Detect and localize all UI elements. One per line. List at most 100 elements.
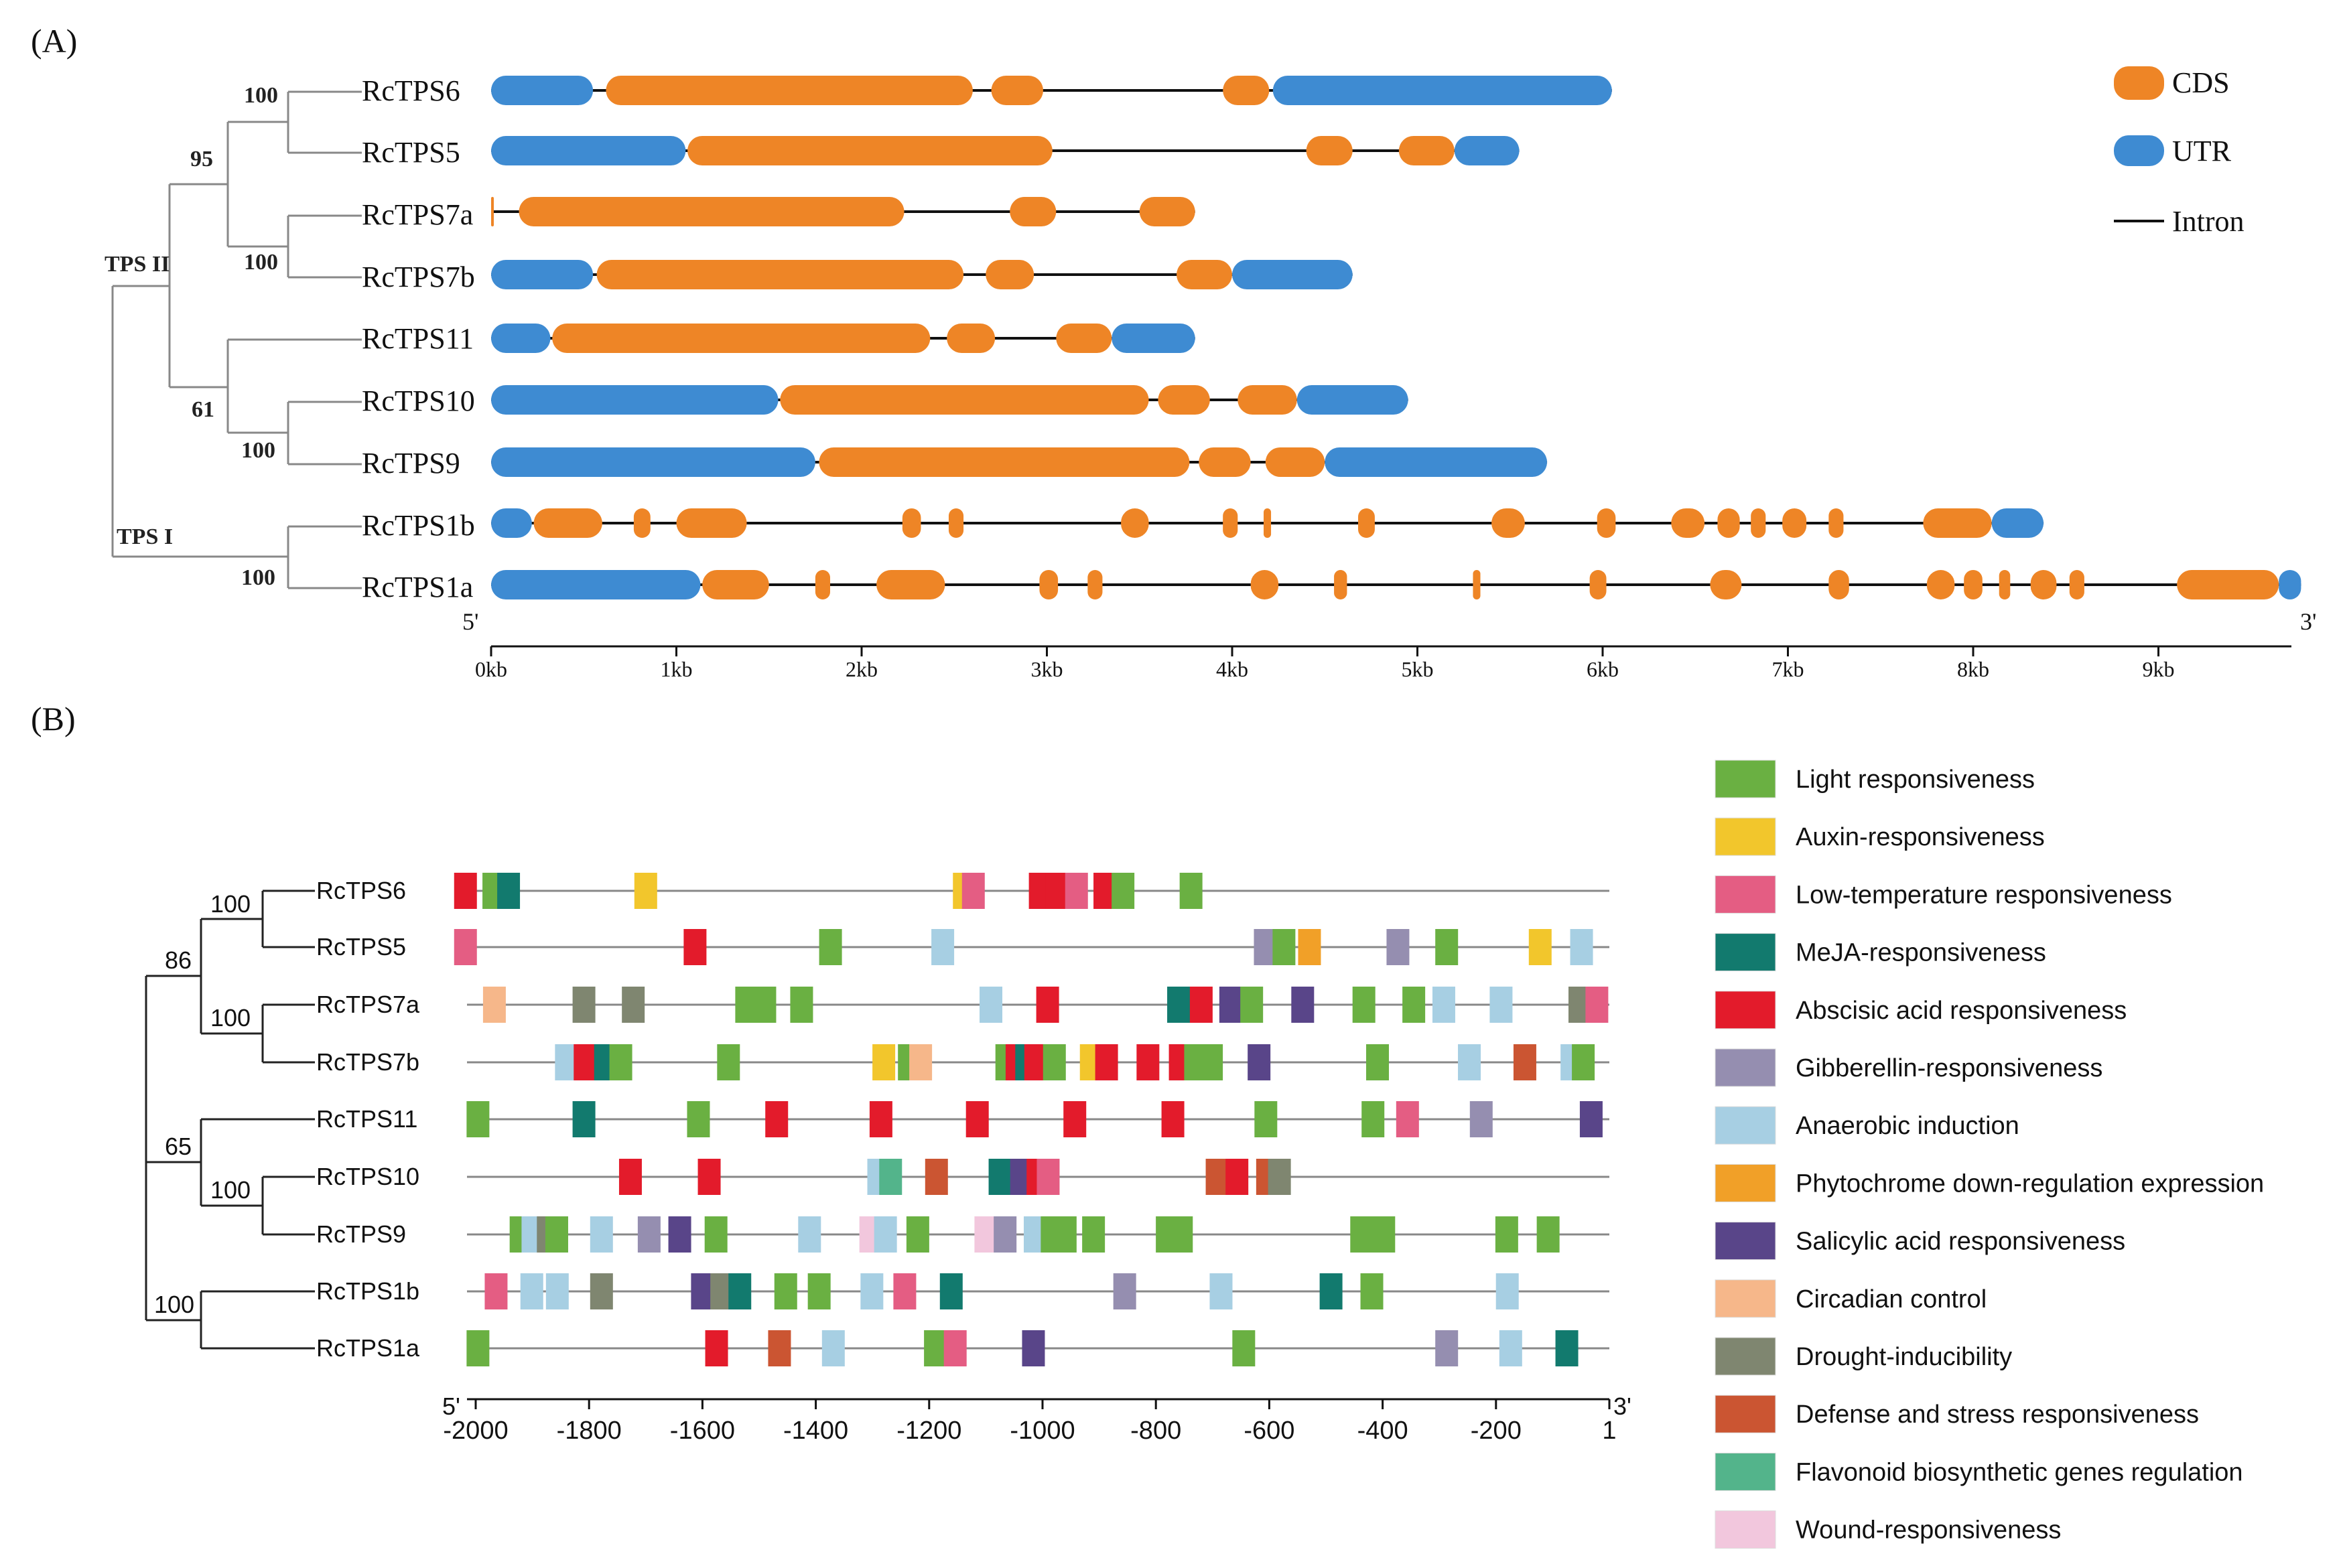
utr-segment (1991, 508, 2044, 538)
cis-element-light (687, 1101, 710, 1137)
utr-segment (491, 76, 594, 105)
gene-label: RcTPS1b (362, 509, 475, 542)
cis-element-light (545, 1216, 568, 1253)
gene-label: RcTPS7a (316, 991, 420, 1018)
cis-element-light (1254, 1101, 1278, 1137)
cds-segment (986, 260, 1034, 289)
cis-element-anaerobic (545, 1273, 569, 1309)
gene-structures (491, 76, 2301, 599)
bootstrap-label: 100 (210, 890, 251, 918)
panel-a-axis: 0kb 1kb 2kb 3kb 4kb 5kb 6kb 7kb 8kb 9kb 5' 3' (462, 608, 2317, 681)
axis-tick-label: -800 (1130, 1417, 1181, 1445)
cds-segment (1597, 508, 1616, 538)
cis-element-aba (454, 873, 477, 909)
axis-tick-label: 1 (1602, 1417, 1616, 1445)
cis-element-meja (1167, 987, 1191, 1023)
cis-element-lowtemp (893, 1273, 917, 1309)
gene-label: RcTPS6 (362, 74, 460, 107)
cds-segment (1039, 570, 1059, 599)
cis-element-lowtemp (943, 1330, 967, 1366)
cds-segment (876, 570, 945, 599)
cis-element-meja (728, 1273, 752, 1309)
cis-element-defense (1513, 1044, 1536, 1080)
axis-tick-label: -1600 (670, 1417, 735, 1445)
utr-segment (1112, 324, 1195, 353)
cis-element-aba (1095, 1044, 1118, 1080)
cds-segment (819, 447, 1190, 477)
cis-element-light (1043, 1044, 1066, 1080)
cis-element-circadian (909, 1044, 933, 1080)
legend-swatch-lowtemp (1715, 875, 1776, 914)
panel-b-label: (B) (31, 700, 76, 737)
legend-label: Intron (2172, 205, 2245, 238)
cds-segment (1199, 447, 1251, 477)
cis-element-ga (1386, 929, 1410, 965)
cds-segment (1056, 324, 1112, 353)
utr-segment (1454, 136, 1520, 165)
cis-element-aba (705, 1330, 728, 1366)
cis-element-lowtemp (484, 1273, 508, 1309)
cis-element-light (1272, 929, 1296, 965)
cds-segment (1250, 570, 1279, 599)
cis-element-light (1112, 873, 1135, 909)
cis-element-light (1170, 1216, 1193, 1253)
cis-element-meja (939, 1273, 963, 1309)
cis-element-anaerobic (1499, 1330, 1522, 1366)
cds-segment (815, 570, 830, 599)
cis-element-aba (1161, 1101, 1185, 1137)
cis-element-sa (1219, 987, 1242, 1023)
cis-element-auxin (634, 873, 657, 909)
cds-segment (1671, 508, 1705, 538)
cis-element-light (1361, 1101, 1385, 1137)
cds-segment (2177, 570, 2279, 599)
legend-label: Wound-responsiveness (1796, 1516, 2061, 1545)
gene-label: RcTPS10 (316, 1163, 419, 1190)
legend-label: Phytochrome down-regulation expression (1796, 1169, 2264, 1198)
cds-segment (596, 260, 964, 289)
cds-segment (552, 324, 931, 353)
cds-segment (2069, 570, 2084, 599)
cis-element-light (1232, 1330, 1256, 1366)
legend-label: CDS (2172, 66, 2230, 99)
axis-end-label: 3' (2300, 608, 2317, 635)
cis-element-phyto (1298, 929, 1321, 965)
cis-element-lowtemp (1585, 987, 1609, 1023)
legend-swatch-drought (1715, 1337, 1776, 1376)
legend-swatch-meja (1715, 933, 1776, 972)
cis-element-light (466, 1101, 490, 1137)
cis-element-anaerobic (821, 1330, 845, 1366)
bootstrap-label: 65 (165, 1133, 192, 1160)
bootstrap-label: 100 (154, 1291, 194, 1318)
cis-element-drought (1268, 1159, 1291, 1195)
cds-segment (1158, 385, 1210, 415)
cis-element-anaerobic (798, 1216, 821, 1253)
legend-label: MeJA-responsiveness (1796, 939, 2046, 967)
cis-element-light (1350, 1216, 1374, 1253)
cis-element-sa (1291, 987, 1315, 1023)
cis-element-anaerobic (520, 1273, 543, 1309)
axis-start-label: 5' (462, 608, 479, 635)
bootstrap-label: 100 (244, 83, 278, 108)
gene-label: RcTPS10 (362, 384, 475, 417)
cis-element-defense (768, 1330, 791, 1366)
gene-label: RcTPS6 (316, 877, 406, 904)
cis-element-aba (1036, 987, 1059, 1023)
gene-label: RcTPS7a (362, 198, 473, 231)
utr-segment (1232, 260, 1353, 289)
cis-element-defense (1205, 1159, 1229, 1195)
cis-element-light (1495, 1216, 1518, 1253)
gene-label: RcTPS11 (362, 322, 474, 355)
gene-label: RcTPS1a (316, 1334, 420, 1362)
cds-segment (1121, 508, 1149, 538)
utr-segment (491, 385, 779, 415)
utr-segment (491, 260, 594, 289)
axis-tick-label: 8kb (1957, 657, 1989, 681)
cis-element-aba (618, 1159, 642, 1195)
legend-swatch-wound (1715, 1510, 1776, 1549)
cis-element-ga (1113, 1273, 1136, 1309)
cds-segment (1964, 570, 1983, 599)
gene-label: RcTPS9 (362, 447, 460, 480)
cis-element-light (466, 1330, 490, 1366)
cis-element-anaerobic (590, 1216, 613, 1253)
panel-a-label: (A) (31, 22, 77, 60)
